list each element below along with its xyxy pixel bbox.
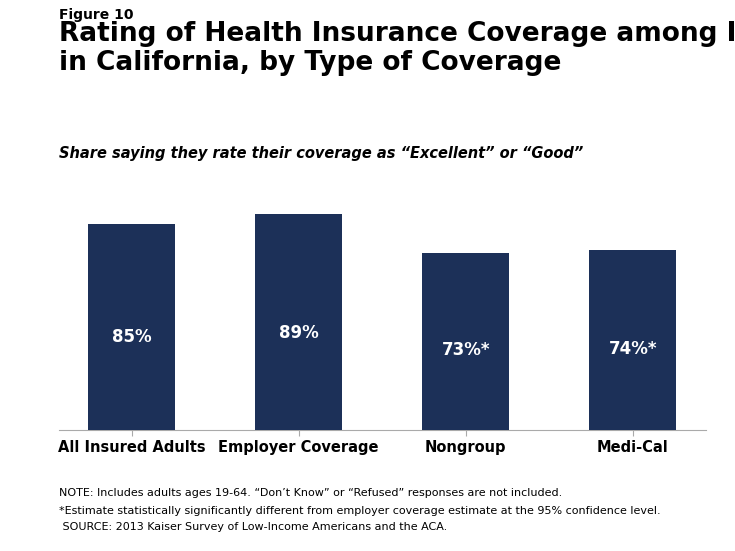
Bar [255, 214, 342, 430]
Text: KAISER: KAISER [640, 494, 694, 507]
Text: Share saying they rate their coverage as “Excellent” or “Good”: Share saying they rate their coverage as… [59, 146, 583, 161]
Text: 85%: 85% [112, 328, 151, 346]
Text: FOUNDATION: FOUNDATION [644, 526, 690, 532]
Text: SOURCE: 2013 Kaiser Survey of Low-Income Americans and the ACA.: SOURCE: 2013 Kaiser Survey of Low-Income… [59, 522, 447, 532]
Bar [88, 224, 175, 430]
Text: FAMILY: FAMILY [641, 510, 693, 523]
Text: 89%: 89% [279, 323, 318, 342]
Text: *Estimate statistically significantly different from employer coverage estimate : *Estimate statistically significantly di… [59, 506, 661, 516]
Text: NOTE: Includes adults ages 19-64. “Don’t Know” or “Refused” responses are not in: NOTE: Includes adults ages 19-64. “Don’t… [59, 488, 562, 498]
Text: Rating of Health Insurance Coverage among Insured Adults
in California, by Type : Rating of Health Insurance Coverage amon… [59, 21, 735, 76]
Text: 74%*: 74%* [609, 340, 657, 358]
Text: 73%*: 73%* [442, 341, 490, 359]
Bar [423, 253, 509, 430]
Text: Figure 10: Figure 10 [59, 8, 133, 22]
Bar [589, 250, 676, 430]
Text: THE HENRY J.: THE HENRY J. [648, 480, 686, 485]
